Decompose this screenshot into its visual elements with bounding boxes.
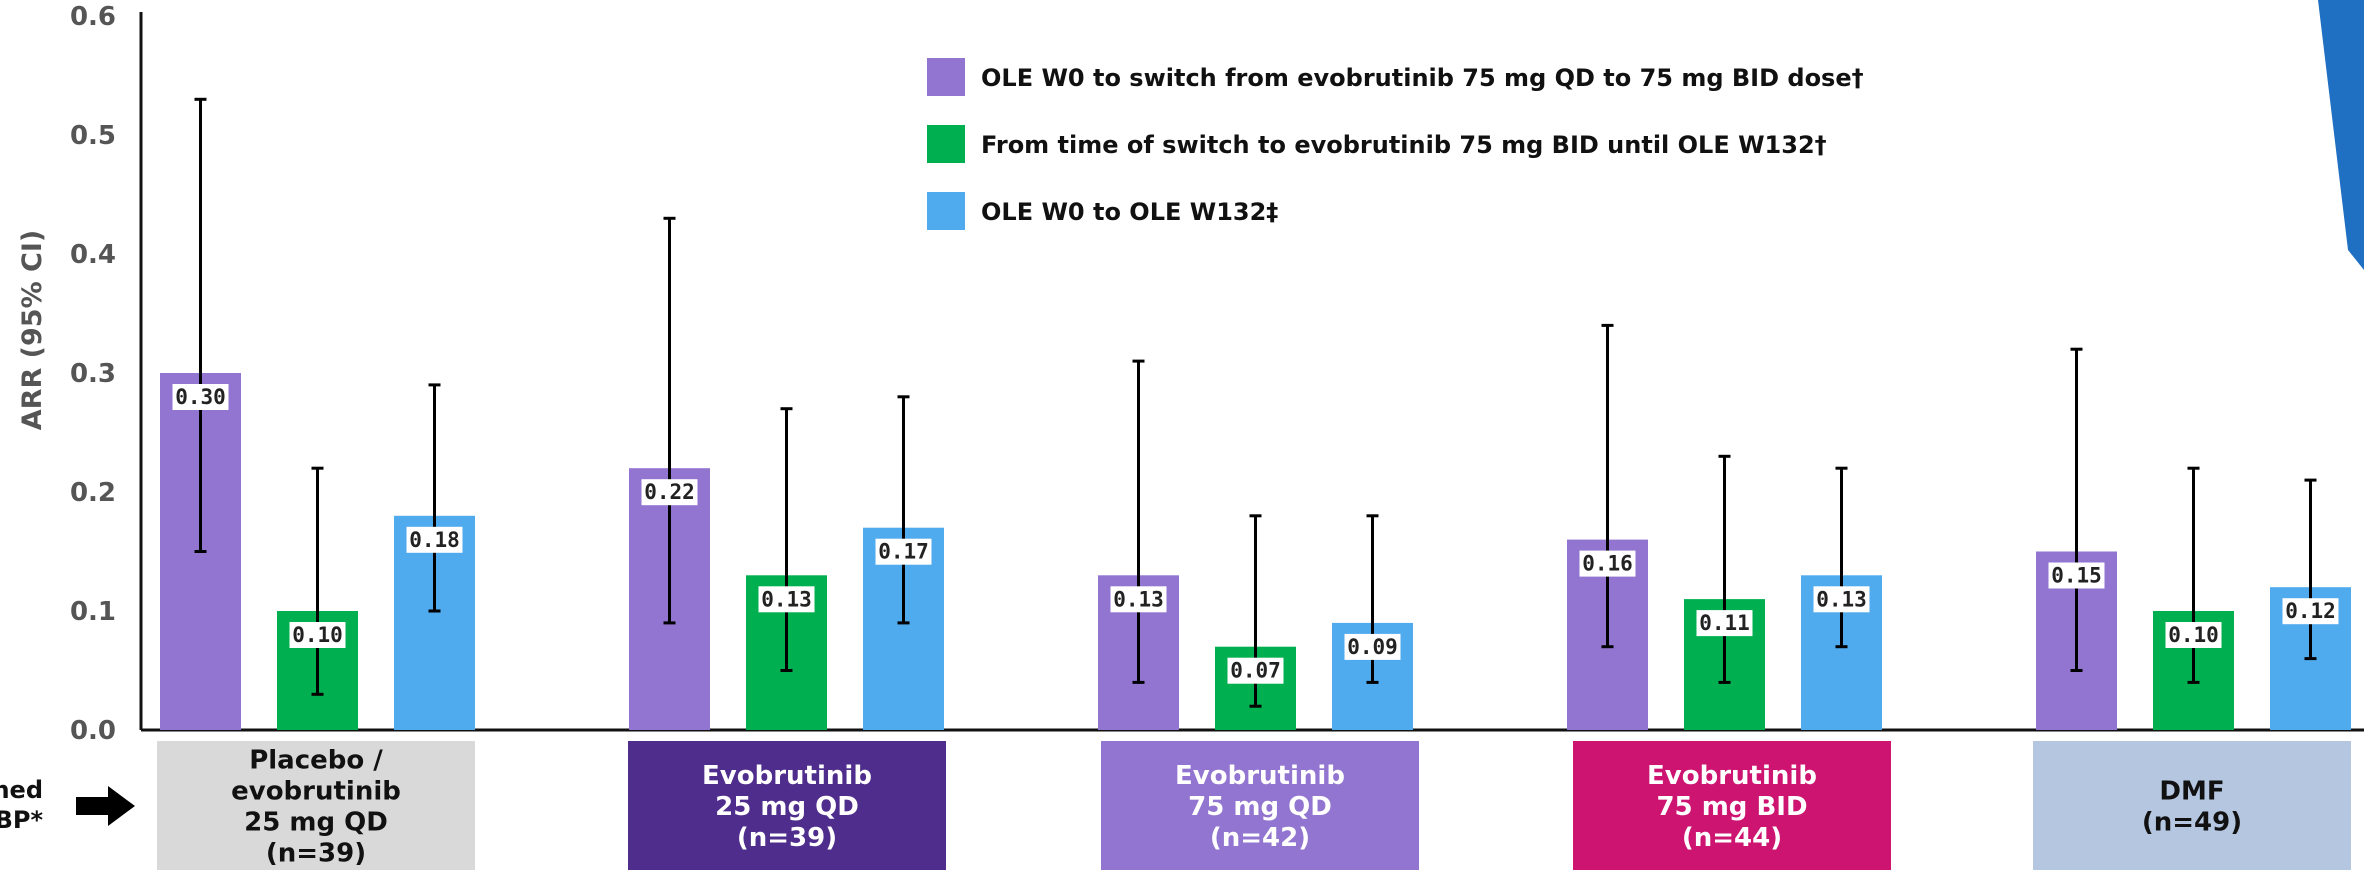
side-label-line: BP* xyxy=(0,806,43,834)
legend-entry-label: OLE W0 to switch from evobrutinib 75 mg … xyxy=(981,64,1864,92)
group-label-box xyxy=(2033,741,2351,870)
group-label-line: Evobrutinib xyxy=(1647,761,1817,791)
data-label: 0.22 xyxy=(644,480,695,504)
data-label: 0.13 xyxy=(1816,587,1867,611)
error-bars xyxy=(194,97,2317,708)
data-label-box xyxy=(1344,633,1401,660)
data-label: 0.11 xyxy=(1699,611,1750,635)
y-tick-label: 0.6 xyxy=(70,2,116,32)
side-label-line: ned xyxy=(0,776,43,804)
data-label: 0.13 xyxy=(1113,587,1164,611)
data-label: 0.17 xyxy=(878,540,929,564)
data-label: 0.18 xyxy=(409,528,460,552)
legend-swatch xyxy=(927,192,965,230)
data-label-box xyxy=(172,384,229,410)
group-label-box xyxy=(1573,741,1891,870)
data-label: 0.10 xyxy=(2168,623,2219,647)
data-label-box xyxy=(758,586,815,613)
group-label-line: (n=44) xyxy=(1682,823,1782,853)
group-label-line: 25 mg QD xyxy=(244,808,388,838)
data-label-box xyxy=(1579,550,1636,577)
data-label-box xyxy=(875,538,932,565)
group-label-line: 75 mg BID xyxy=(1656,792,1807,822)
group-label-line: DMF xyxy=(2159,777,2224,807)
data-label-box xyxy=(289,622,346,648)
group-label-line: (n=39) xyxy=(266,839,366,869)
group-label-line: (n=39) xyxy=(737,823,837,853)
y-tick-label: 0.3 xyxy=(70,359,116,389)
data-label: 0.09 xyxy=(1347,635,1398,659)
data-label-box xyxy=(406,526,463,553)
y-axis: 0.0 0.1 0.2 0.3 0.4 0.5 0.6 xyxy=(70,2,2364,746)
data-label-box xyxy=(2165,622,2222,648)
legend-swatch xyxy=(927,58,965,96)
legend-entry-label: From time of switch to evobrutinib 75 mg… xyxy=(981,131,1827,159)
data-label: 0.07 xyxy=(1230,659,1281,683)
data-label: 0.30 xyxy=(175,385,226,409)
data-label-box xyxy=(1227,657,1284,684)
data-label-box xyxy=(2282,598,2339,625)
group-label-box xyxy=(1101,741,1419,870)
group-label-line: 25 mg QD xyxy=(715,792,859,822)
legend-swatch xyxy=(927,125,965,163)
group-label-line: Placebo / xyxy=(249,746,383,776)
group-label-line: Evobrutinib xyxy=(702,761,872,791)
y-tick-label: 0.1 xyxy=(70,597,116,627)
data-label: 0.13 xyxy=(761,587,812,611)
group-label-line: (n=42) xyxy=(1210,823,1310,853)
y-tick-label: 0.4 xyxy=(70,240,116,270)
legend: OLE W0 to switch from evobrutinib 75 mg … xyxy=(927,58,1864,230)
y-axis-title: ARR (95% CI) xyxy=(17,230,48,430)
corner-accent-shape xyxy=(2318,0,2364,270)
y-tick-label: 0.0 xyxy=(70,716,116,746)
data-label: 0.12 xyxy=(2285,599,2336,623)
legend-entry-label: OLE W0 to OLE W132‡ xyxy=(981,198,1278,226)
data-label-box xyxy=(641,479,698,506)
data-label-box xyxy=(1813,586,1870,613)
group-label-line: Evobrutinib xyxy=(1175,761,1345,791)
right-arrow-icon xyxy=(76,786,135,826)
y-tick-label: 0.2 xyxy=(70,478,116,508)
data-label-box xyxy=(1696,610,1753,637)
data-label: 0.15 xyxy=(2051,564,2102,588)
group-label-line: 75 mg QD xyxy=(1188,792,1332,822)
data-label: 0.16 xyxy=(1582,552,1633,576)
y-tick-label: 0.5 xyxy=(70,121,116,151)
group-label-line: evobrutinib xyxy=(231,777,401,807)
data-label-box xyxy=(2048,562,2105,589)
data-label: 0.10 xyxy=(292,623,343,647)
data-labels: 0.30 0.22 0.13 0.16 0.15 0.10 0.13 0.07 0.11 0.10… xyxy=(172,384,2339,684)
group-label-box xyxy=(157,741,475,870)
group-label-line: (n=49) xyxy=(2142,808,2242,838)
data-label-box xyxy=(1110,586,1167,613)
group-label-box xyxy=(628,741,946,870)
